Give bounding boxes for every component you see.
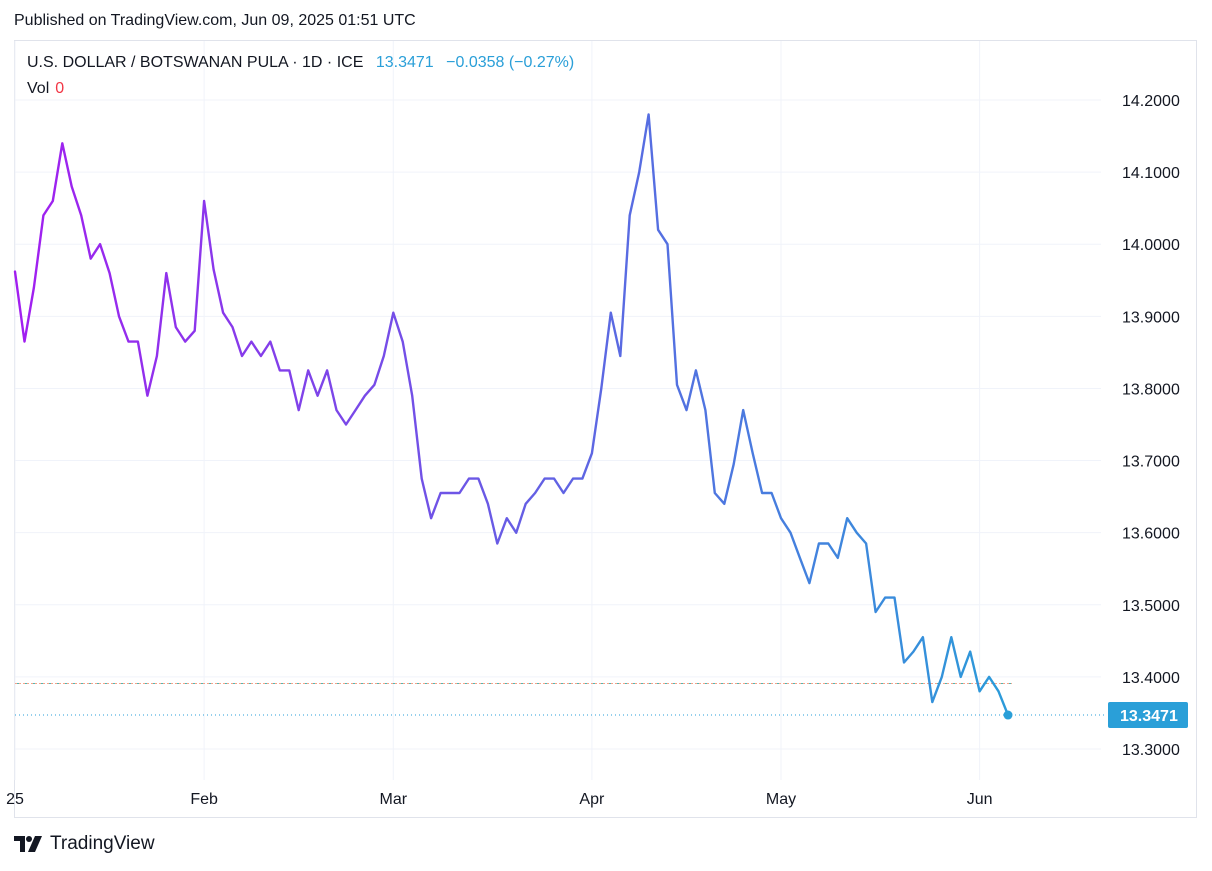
last-price-tag: 13.3471 bbox=[1108, 702, 1188, 729]
x-tick-label: May bbox=[766, 791, 796, 808]
price-change: −0.0358 (−0.27%) bbox=[446, 54, 575, 71]
symbol-legend[interactable]: U.S. DOLLAR / BOTSWANAN PULA · 1D · ICE … bbox=[27, 54, 574, 72]
reference-lines bbox=[15, 683, 1106, 716]
y-tick-label: 14.2000 bbox=[1122, 93, 1180, 110]
x-tick-label: Feb bbox=[190, 791, 218, 808]
price-axis: 14.2000 14.1000 14.0000 13.9000 13.8000 13.70… bbox=[1122, 93, 1180, 759]
last-price-tag-label: 13.3471 bbox=[1120, 708, 1178, 725]
last-price-dot bbox=[1003, 710, 1013, 720]
y-tick-label: 14.0000 bbox=[1122, 237, 1180, 254]
y-tick-label: 14.1000 bbox=[1122, 165, 1180, 182]
y-tick-label: 13.4000 bbox=[1122, 670, 1180, 687]
y-tick-label: 13.8000 bbox=[1122, 381, 1180, 398]
tradingview-logo-icon bbox=[14, 836, 42, 852]
x-tick-label: Mar bbox=[380, 791, 408, 808]
x-tick-label: Apr bbox=[579, 791, 605, 808]
volume-value: 0 bbox=[55, 80, 65, 97]
y-tick-label: 13.7000 bbox=[1122, 454, 1180, 471]
y-tick-label: 13.5000 bbox=[1122, 598, 1180, 615]
y-tick-label: 13.3000 bbox=[1122, 742, 1180, 759]
tradingview-logo-text: TradingView bbox=[50, 833, 155, 854]
volume-label: Vol bbox=[27, 80, 50, 97]
tradingview-logo[interactable]: TradingView bbox=[14, 833, 155, 855]
volume-legend[interactable]: Vol 0 bbox=[27, 80, 64, 98]
y-tick-label: 13.6000 bbox=[1122, 526, 1180, 543]
time-axis: 25 Feb Mar Apr May Jun bbox=[6, 791, 992, 808]
published-caption: Published on TradingView.com, Jun 09, 20… bbox=[14, 12, 416, 29]
x-tick-label: Jun bbox=[967, 791, 993, 808]
symbol-title: U.S. DOLLAR / BOTSWANAN PULA · 1D · ICE bbox=[27, 54, 364, 71]
last-price-value: 13.3471 bbox=[375, 54, 434, 71]
grid-lines bbox=[14, 41, 1101, 780]
price-line-series bbox=[13, 113, 1010, 717]
y-tick-label: 13.9000 bbox=[1122, 309, 1180, 326]
x-tick-label: 25 bbox=[6, 791, 24, 808]
